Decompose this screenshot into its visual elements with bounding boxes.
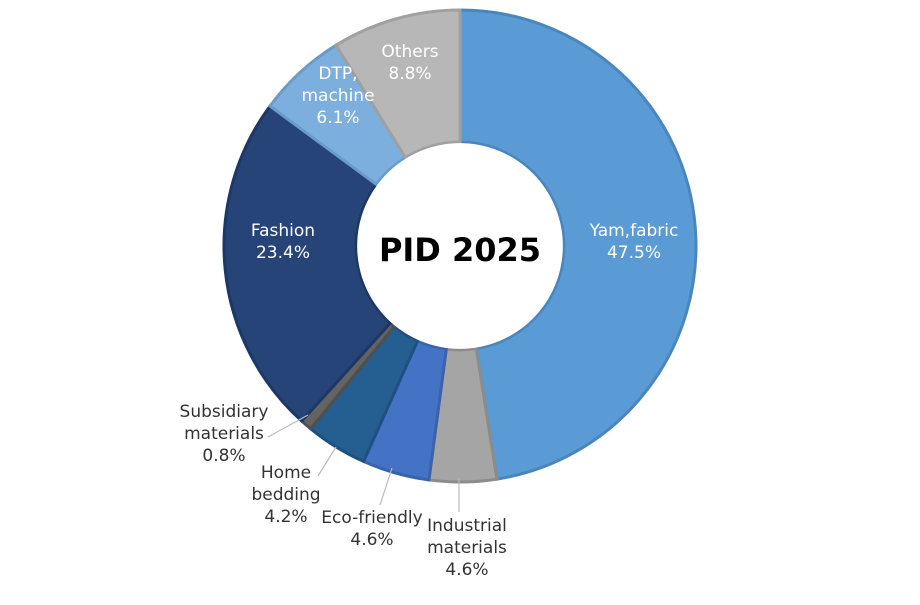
slice-7	[333, 8, 462, 160]
slice-value-label: 4.6%	[350, 530, 393, 550]
leader-line	[379, 467, 393, 506]
slice-category-label: Fashion	[251, 221, 315, 241]
slice-category-label: machine	[301, 86, 374, 106]
slice-category-label: DTP,	[318, 64, 357, 84]
slice-value-label: 47.5%	[607, 243, 661, 263]
slice-value-label: 0.8%	[202, 446, 245, 466]
slice-category-label: materials	[427, 538, 507, 558]
slice-category-label: Subsidiary	[180, 402, 269, 422]
leader-line	[267, 414, 309, 438]
leader-line	[317, 446, 337, 477]
slice-category-label: Industrial	[427, 516, 507, 536]
slice-value-label: 4.2%	[264, 507, 307, 527]
slice-value-label: 8.8%	[388, 64, 431, 84]
slice-category-label: Eco-friendly	[321, 508, 422, 528]
slice-category-label: Others	[381, 42, 438, 62]
slice-category-label: Yam,fabric	[589, 221, 679, 241]
slice-value-label: 23.4%	[256, 243, 310, 263]
slice-category-label: materials	[184, 424, 264, 444]
slice-value-label: 6.1%	[316, 108, 359, 128]
slice-category-label: bedding	[251, 485, 320, 505]
chart-title: PID 2025	[379, 231, 541, 269]
labels-group: Yam,fabric47.5%Industrialmaterials4.6%Ec…	[180, 42, 679, 580]
slices-group	[222, 8, 698, 484]
slice-category-label: Home	[261, 463, 311, 483]
slice-value-label: 4.6%	[445, 560, 488, 580]
leader-lines-group	[267, 414, 460, 512]
slice-5	[222, 103, 393, 424]
donut-hole	[357, 143, 563, 349]
slice-0	[458, 8, 698, 481]
